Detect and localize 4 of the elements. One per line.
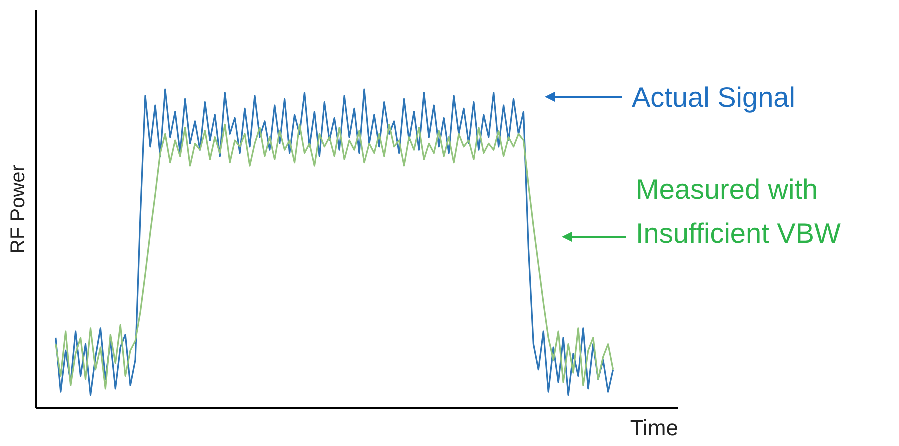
y-axis-title: RF Power	[8, 164, 30, 254]
x-axis-title: Time	[630, 416, 678, 440]
text: Measured with Insufficient VBW	[636, 173, 842, 251]
legend-label: Actual Signal	[632, 81, 796, 115]
